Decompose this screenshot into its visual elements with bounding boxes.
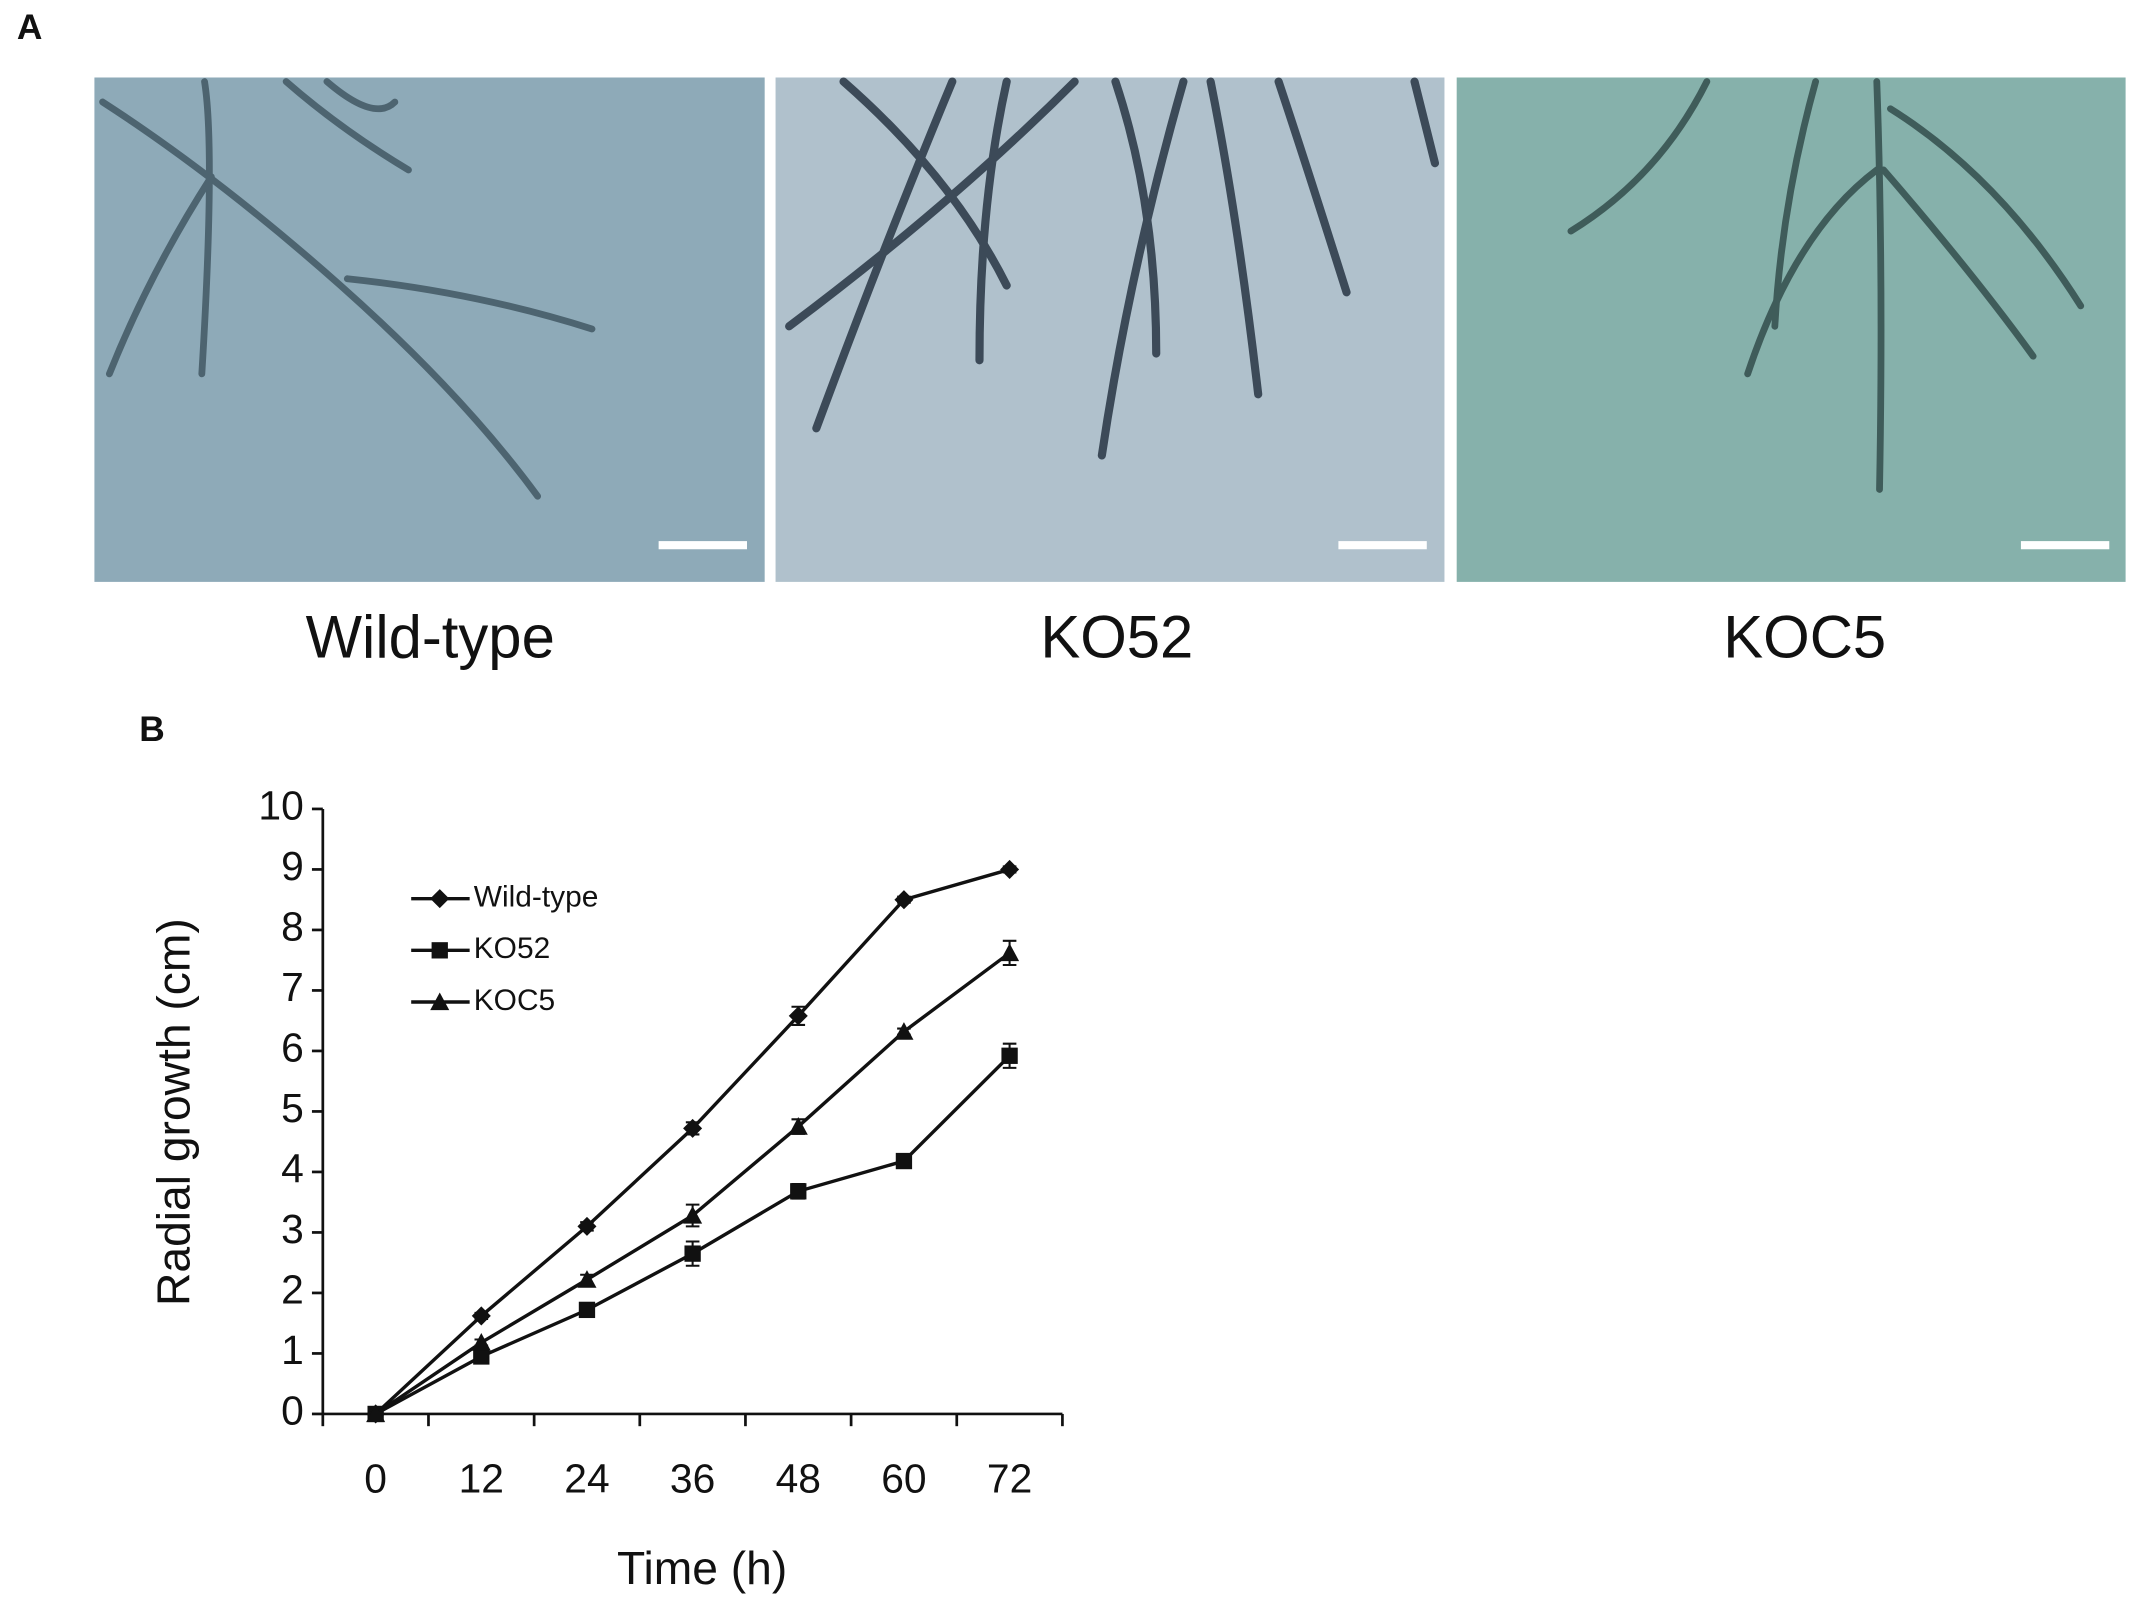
panel-label: B: [139, 710, 165, 749]
legend-label: KO52: [474, 932, 550, 965]
y-tick-label: 0: [281, 1388, 304, 1434]
y-tick-label: 6: [281, 1025, 304, 1071]
y-tick-label: 10: [258, 783, 303, 829]
x-tick-label: 24: [564, 1456, 609, 1502]
marker: [684, 1245, 701, 1262]
marker: [1000, 943, 1020, 962]
marker: [473, 1348, 490, 1365]
y-tick-label: 9: [281, 843, 304, 889]
image-label: Wild-type: [306, 604, 555, 671]
marker: [471, 1333, 491, 1351]
marker: [788, 1117, 808, 1135]
x-tick-label: 12: [459, 1456, 504, 1502]
marker: [683, 1118, 703, 1138]
image-label: KO52: [1040, 604, 1193, 671]
series-line: [374, 951, 1011, 1416]
micrograph: [775, 77, 1445, 582]
marker: [430, 992, 450, 1011]
micrograph: [1456, 77, 2126, 582]
x-tick-label: 0: [364, 1456, 387, 1502]
legend-label: KOC5: [474, 984, 555, 1017]
legend-label: Wild-type: [474, 881, 599, 914]
marker: [894, 890, 914, 910]
x-axis-label: Time (h): [617, 1542, 787, 1594]
y-tick-label: 8: [281, 904, 304, 950]
image-label: KOC5: [1723, 604, 1886, 671]
y-tick-label: 1: [281, 1327, 304, 1373]
x-tick-label: 36: [670, 1456, 715, 1502]
marker: [430, 889, 450, 909]
marker: [578, 1301, 596, 1319]
y-tick-label: 4: [281, 1146, 304, 1192]
marker: [1001, 1047, 1018, 1064]
marker: [366, 1404, 386, 1423]
x-tick-label: 48: [776, 1456, 821, 1502]
micrograph: [94, 77, 765, 582]
y-tick-label: 5: [281, 1085, 304, 1131]
marker: [790, 1183, 807, 1200]
y-tick-label: 3: [281, 1206, 304, 1252]
series-line: [374, 867, 1011, 1416]
y-tick-label: 2: [281, 1267, 304, 1313]
x-tick-label: 72: [987, 1456, 1032, 1502]
y-tick-label: 7: [281, 964, 304, 1010]
panel-label: A: [17, 8, 43, 47]
marker: [1000, 859, 1020, 879]
series-line: [374, 1054, 1011, 1416]
x-tick-label: 60: [881, 1456, 926, 1502]
marker: [895, 1152, 913, 1170]
marker: [431, 942, 448, 959]
y-axis-label: Radial growth (cm): [148, 918, 200, 1306]
marker: [894, 1022, 914, 1040]
marker: [683, 1205, 703, 1224]
marker: [577, 1270, 597, 1288]
